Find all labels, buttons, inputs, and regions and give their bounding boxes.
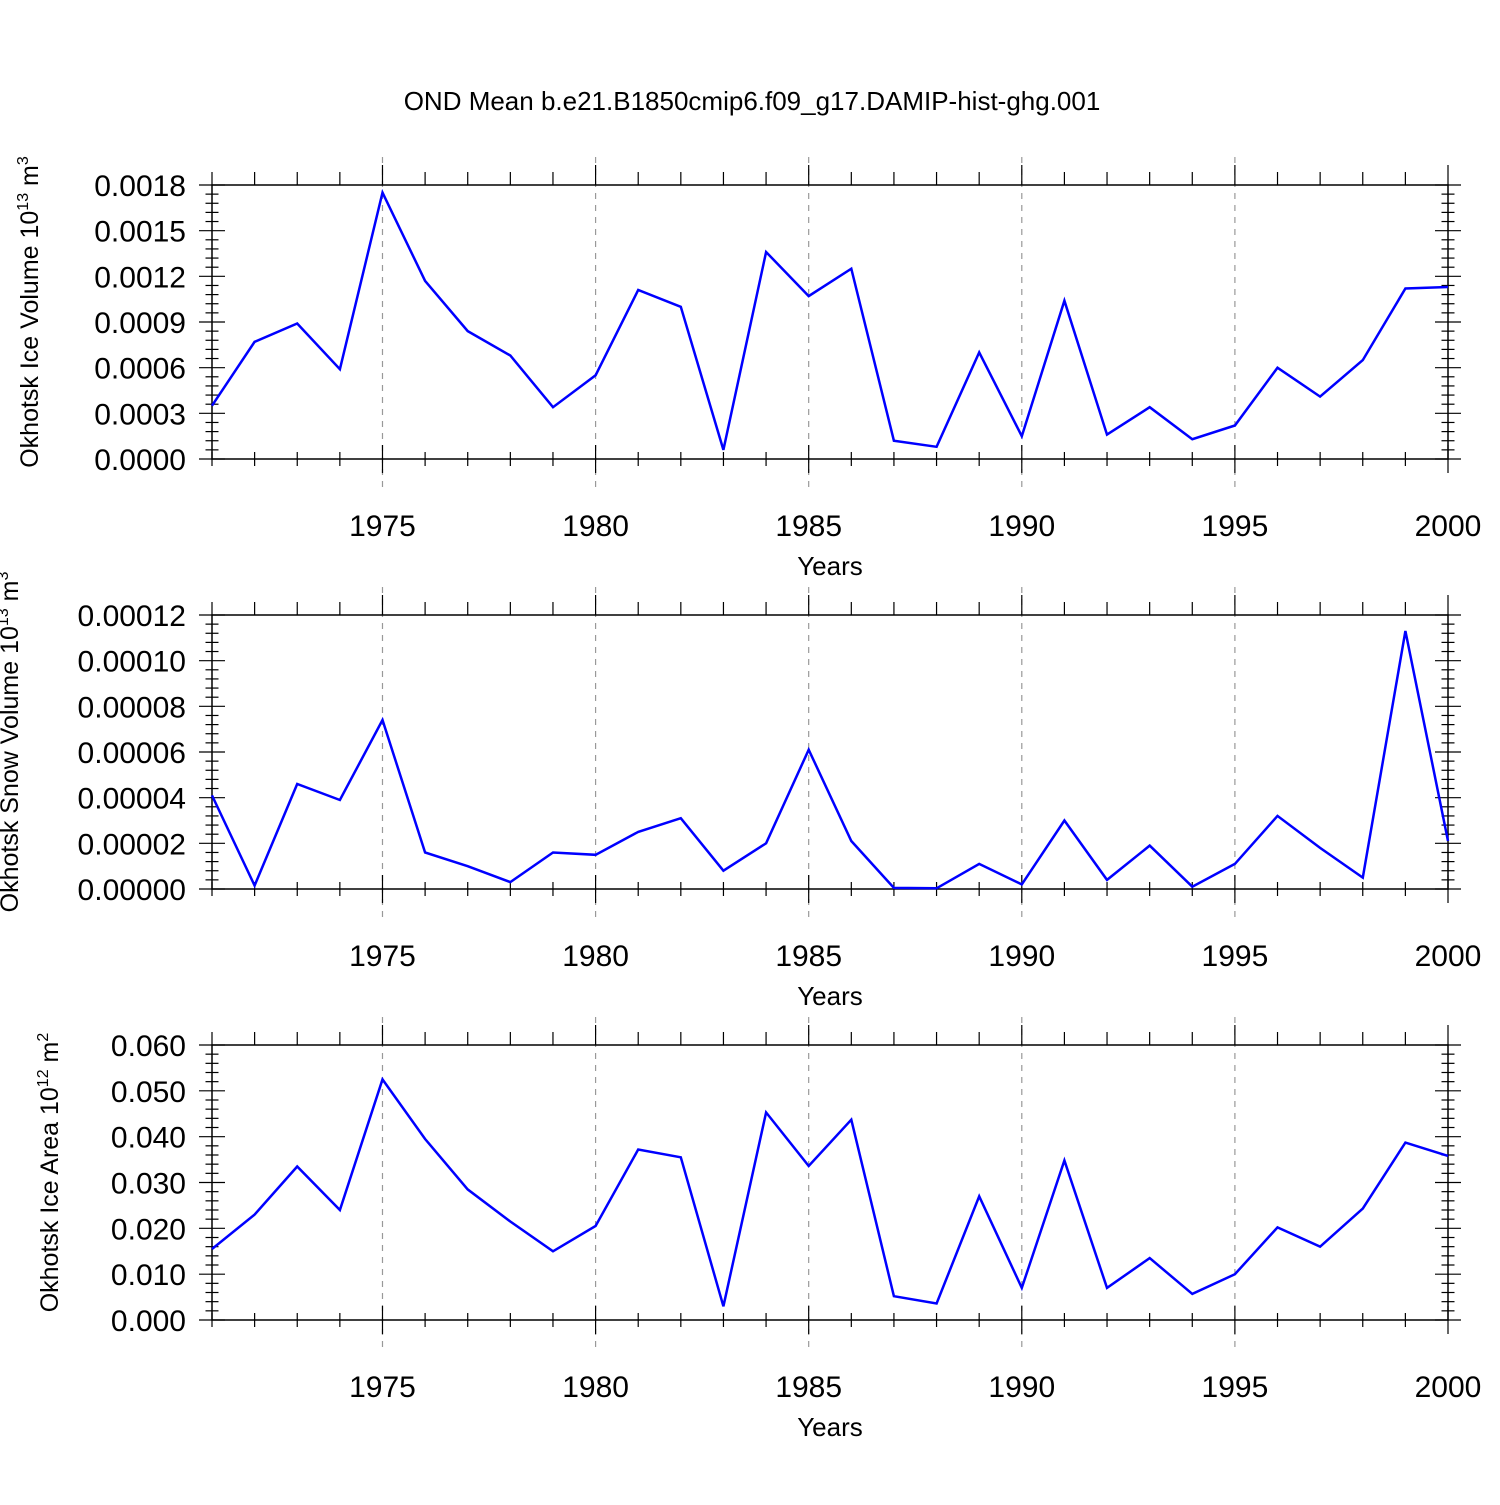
panel-1-y-tick-label-2: 0.0006 <box>94 353 186 386</box>
panel-2-x-tick-label-1975: 1975 <box>349 940 416 973</box>
panel-3-y-tick-label-0: 0.000 <box>111 1305 186 1338</box>
panel-1-x-tick-label-2000: 2000 <box>1415 510 1482 543</box>
panel-2-x-tick-label-1985: 1985 <box>775 940 842 973</box>
panel-2-y-tick-label-1: 0.00002 <box>78 828 186 861</box>
panel-3-x-tick-label-1980: 1980 <box>562 1371 629 1404</box>
panel-3-x-tick-label-1995: 1995 <box>1202 1371 1269 1404</box>
panel-3-y-tick-label-6: 0.060 <box>111 1030 186 1063</box>
panel-3-series-line-0 <box>211 1076 1449 1307</box>
panel-3-plot-frame <box>211 1044 1449 1321</box>
panel-3-x-tick-label-1985: 1985 <box>775 1371 842 1404</box>
panel-1-y-tick-label-4: 0.0012 <box>94 261 186 294</box>
panel-3-x-tick-label-1975: 1975 <box>349 1371 416 1404</box>
panel-2-y-tick-label-6: 0.00012 <box>78 600 186 633</box>
panel-2-plot-frame <box>211 614 1449 890</box>
panel-2-y-tick-label-3: 0.00006 <box>78 737 186 770</box>
panel-3-y-tick-label-2: 0.020 <box>111 1213 186 1246</box>
panel-2-y-axis-label: Okhotsk Snow Volume 1013 m3 <box>0 572 24 913</box>
panel-1-x-tick-label-1985: 1985 <box>775 510 842 543</box>
panel-2-x-tick-label-2000: 2000 <box>1415 940 1482 973</box>
panel-2-x-tick-label-1980: 1980 <box>562 940 629 973</box>
panel-1-y-tick-label-0: 0.0000 <box>94 444 186 477</box>
panel-1-x-axis-label: Years <box>797 551 863 581</box>
panel-1-y-tick-label-6: 0.0018 <box>94 170 186 203</box>
panel-3-x-axis-label: Years <box>797 1412 863 1442</box>
panel-2-y-tick-label-2: 0.00004 <box>78 783 186 816</box>
panel-1-x-tick-label-1980: 1980 <box>562 510 629 543</box>
panel-3-x-tick-label-2000: 2000 <box>1415 1371 1482 1404</box>
panel-1-y-tick-label-5: 0.0015 <box>94 216 186 249</box>
panel-2-x-tick-label-1995: 1995 <box>1202 940 1269 973</box>
panel-2-y-tick-label-5: 0.00010 <box>78 646 186 679</box>
panel-3-y-tick-label-1: 0.010 <box>111 1259 186 1292</box>
panel-3-y-tick-label-3: 0.030 <box>111 1168 186 1201</box>
panel-1-series-line-0 <box>210 188 1449 451</box>
panel-1-x-tick-label-1975: 1975 <box>349 510 416 543</box>
panel-2-x-tick-label-1990: 1990 <box>988 940 1055 973</box>
panel-1-y-axis-label: Okhotsk Ice Volume 1013 m3 <box>15 156 44 468</box>
panel-1-y-tick-label-1: 0.0003 <box>94 398 186 431</box>
figure-title: OND Mean b.e21.B1850cmip6.f09_g17.DAMIP-… <box>404 86 1101 116</box>
panel-2-x-axis-label: Years <box>797 981 863 1011</box>
panel-3-y-tick-label-4: 0.040 <box>111 1122 186 1155</box>
panel-3-x-tick-label-1990: 1990 <box>988 1371 1055 1404</box>
panel-2-y-tick-label-4: 0.00008 <box>78 691 186 724</box>
panel-1-x-tick-label-1995: 1995 <box>1202 510 1269 543</box>
panel-1-y-tick-label-3: 0.0009 <box>94 307 186 340</box>
panel-3-y-axis-label: Okhotsk Ice Area 1012 m2 <box>35 1033 64 1313</box>
panel-2-series-line-0 <box>210 630 1450 890</box>
panel-1-x-tick-label-1990: 1990 <box>988 510 1055 543</box>
panel-2-y-tick-label-0: 0.00000 <box>78 874 186 907</box>
panel-3-y-tick-label-5: 0.050 <box>111 1076 186 1109</box>
